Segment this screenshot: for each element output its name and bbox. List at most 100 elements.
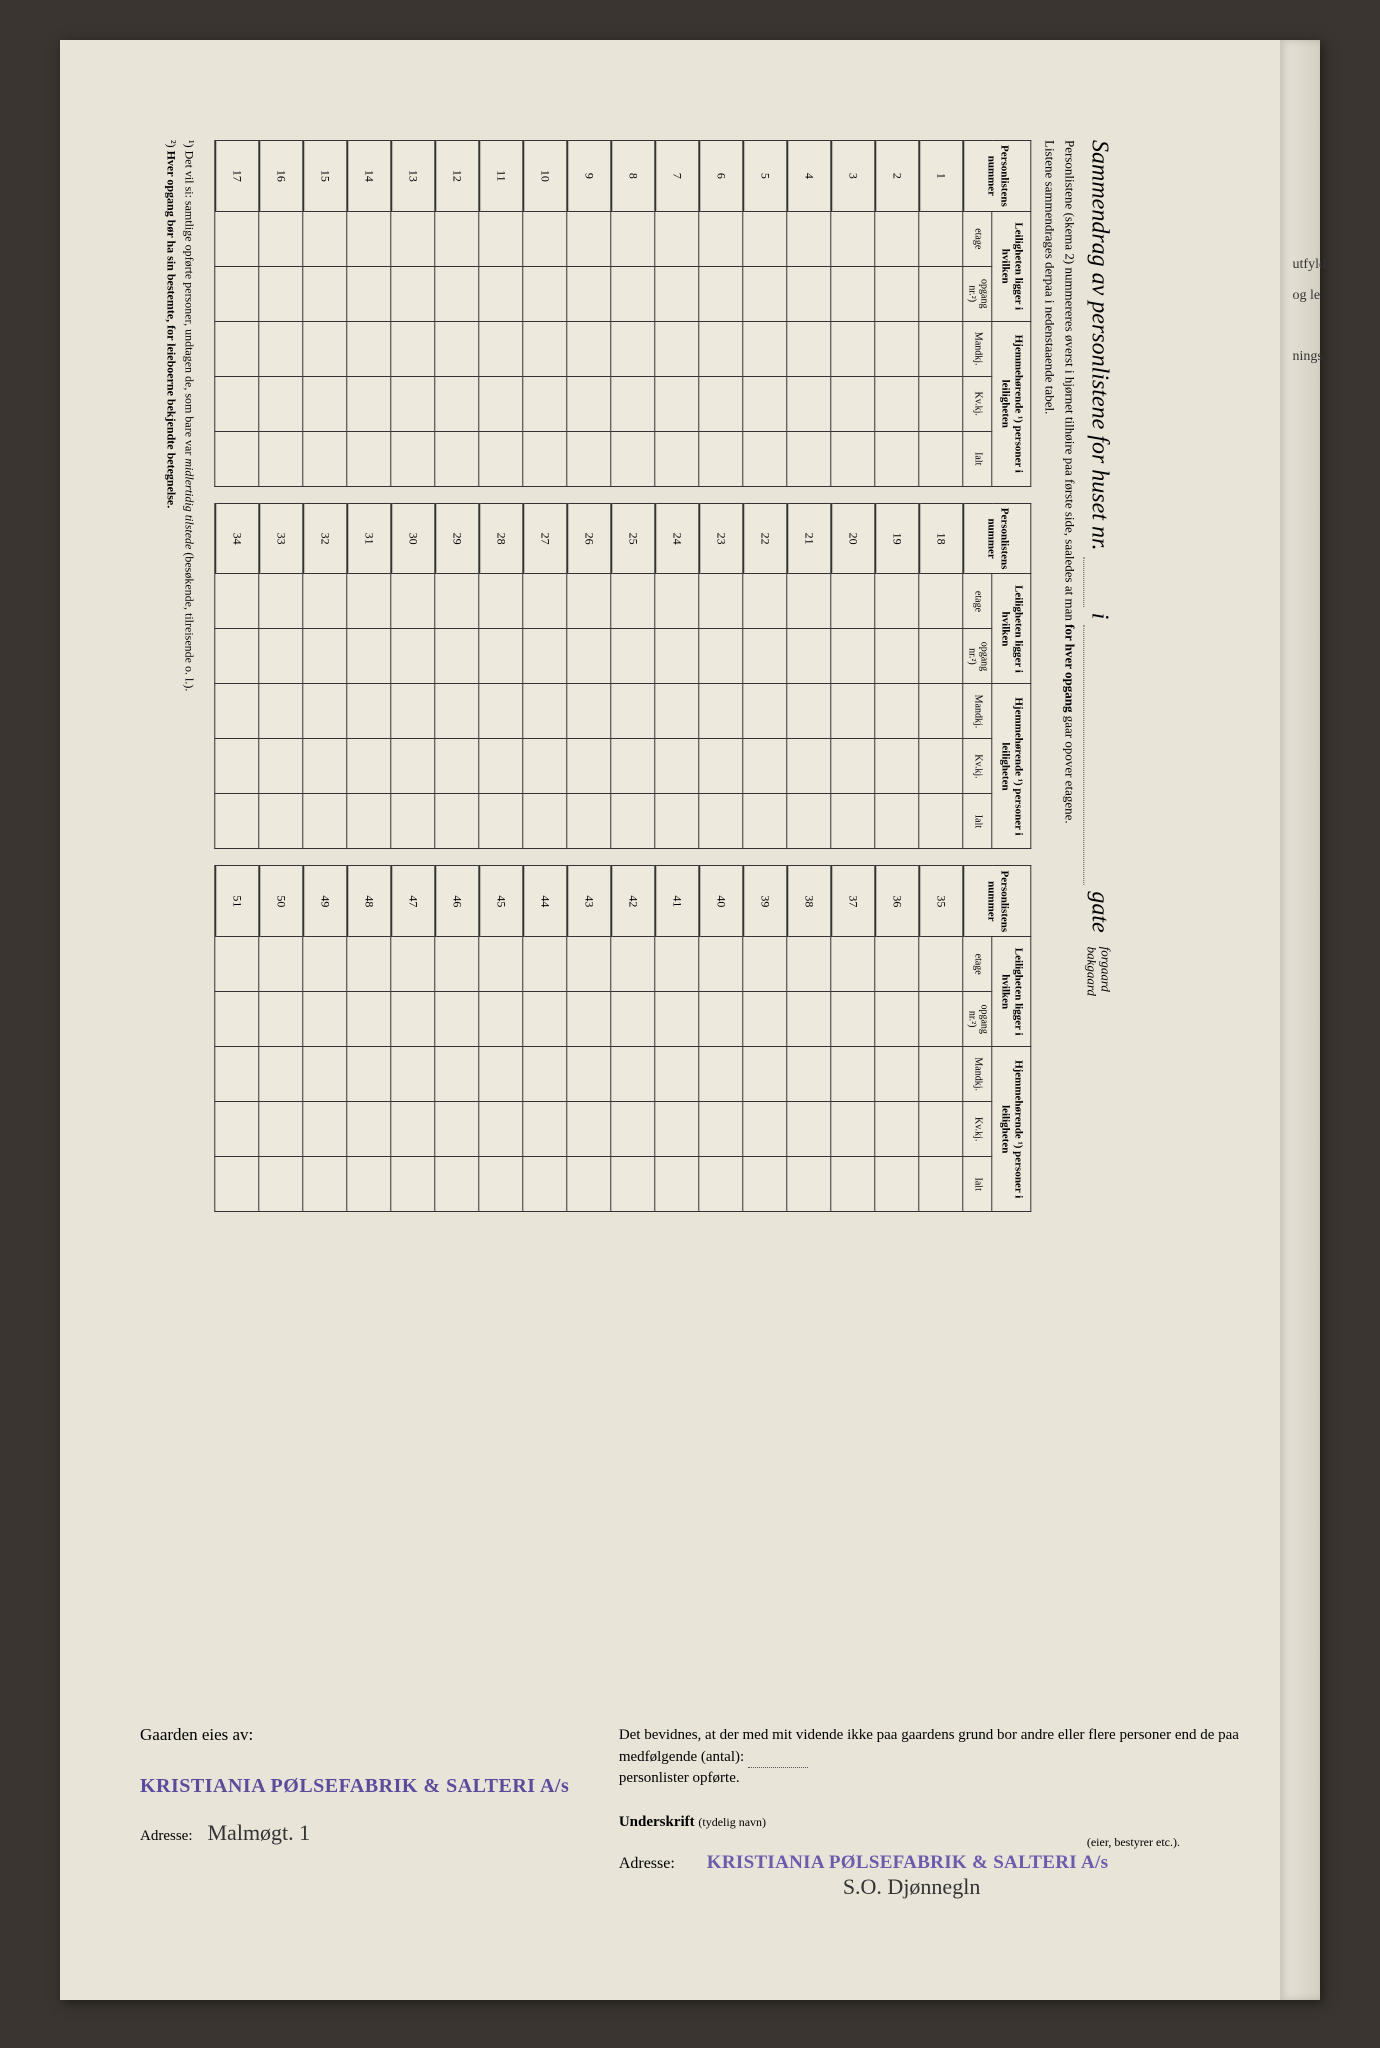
sub-kvkj: Kv.kj. — [963, 376, 992, 431]
underskrift-bold: Underskrift — [619, 1814, 695, 1830]
row-number: 39 — [743, 866, 787, 937]
sub-opgang: opgang nr.²) — [963, 629, 992, 684]
row-number: 42 — [611, 866, 655, 937]
cell-opgang — [435, 629, 479, 684]
cell-kvkj — [655, 376, 699, 431]
row-number: 43 — [567, 866, 611, 937]
cell-etage — [787, 211, 831, 266]
table-row: 51 — [215, 866, 259, 1212]
cell-mandkj — [347, 684, 391, 739]
table-row: 47 — [391, 866, 435, 1212]
table-row: 32 — [303, 503, 347, 849]
sub-ialt: Ialt — [963, 1157, 992, 1212]
cell-mandkj — [347, 1047, 391, 1102]
col-personlistens: Personlistens nummer — [963, 141, 1031, 212]
cell-etage — [655, 937, 699, 992]
cell-opgang — [875, 992, 919, 1047]
cell-kvkj — [787, 376, 831, 431]
row-number: 5 — [743, 141, 787, 212]
cell-mandkj — [391, 321, 435, 376]
cell-kvkj — [875, 376, 919, 431]
table-row: 48 — [347, 866, 391, 1212]
cell-ialt — [215, 794, 259, 849]
row-number: 28 — [479, 503, 523, 574]
cell-mandkj — [347, 321, 391, 376]
cell-ialt — [479, 1157, 523, 1212]
fn1-em: midlertidig tilstede — [182, 458, 196, 549]
row-number: 10 — [523, 141, 567, 212]
affidavit-text: Det bevidnes, at der med mit vidende ikk… — [619, 1725, 1280, 1790]
cell-kvkj — [215, 376, 259, 431]
cell-etage — [919, 211, 963, 266]
cell-opgang — [567, 629, 611, 684]
census-table-block: Personlistens nummerLeiligheten ligger i… — [214, 140, 1032, 487]
cell-mandkj — [567, 1047, 611, 1102]
cell-mandkj — [699, 684, 743, 739]
cell-mandkj — [831, 684, 875, 739]
cell-kvkj — [875, 739, 919, 794]
cell-kvkj — [303, 1102, 347, 1157]
footnote-2: ²) Hver opgang bør ha sin bestemte, for … — [163, 140, 178, 1690]
cell-etage — [347, 211, 391, 266]
sub-mandkj: Mandkj. — [963, 321, 992, 376]
row-number: 37 — [831, 866, 875, 937]
cell-ialt — [303, 431, 347, 486]
owner-block: Gaarden eies av: KRISTIANIA PØLSEFABRIK … — [140, 1725, 573, 1900]
cell-opgang — [699, 629, 743, 684]
row-number: 8 — [611, 141, 655, 212]
table-row: 5 — [743, 141, 787, 487]
cell-mandkj — [259, 1047, 303, 1102]
table-row: 1 — [919, 141, 963, 487]
cell-opgang — [919, 992, 963, 1047]
cell-ialt — [743, 1157, 787, 1212]
cell-etage — [567, 937, 611, 992]
cell-mandkj — [699, 321, 743, 376]
cell-ialt — [655, 1157, 699, 1212]
signer-stamp: KRISTIANIA PØLSEFABRIK & SALTERI A/s — [707, 1852, 1108, 1873]
col-leiligheten: Leiligheten ligger i hvilken — [992, 211, 1031, 321]
affidavit-post: personlister opførte. — [619, 1770, 740, 1786]
cell-kvkj — [391, 739, 435, 794]
instr1-suf: gaar opover etagene. — [1063, 716, 1078, 824]
cell-kvkj — [435, 376, 479, 431]
cell-opgang — [347, 992, 391, 1047]
cell-etage — [919, 574, 963, 629]
row-number: 25 — [611, 503, 655, 574]
cell-opgang — [611, 629, 655, 684]
bottom-row: Gaarden eies av: KRISTIANIA PØLSEFABRIK … — [140, 1725, 1280, 1900]
footnotes: ¹) Det vil si: samtlige opførte personer… — [163, 140, 196, 1690]
row-number: 36 — [875, 866, 919, 937]
row-number: 33 — [259, 503, 303, 574]
cell-etage — [875, 211, 919, 266]
table-row: 6 — [699, 141, 743, 487]
cell-kvkj — [699, 1102, 743, 1157]
table-row: 20 — [831, 503, 875, 849]
cell-etage — [303, 574, 347, 629]
table-row: 12 — [435, 141, 479, 487]
cell-etage — [787, 574, 831, 629]
cell-mandkj — [215, 684, 259, 739]
cell-kvkj — [523, 739, 567, 794]
cell-ialt — [787, 1157, 831, 1212]
cell-kvkj — [259, 376, 303, 431]
rotated-form-content: Sammendrag av personlistene for huset nr… — [160, 140, 1112, 1690]
cell-kvkj — [611, 376, 655, 431]
cell-ialt — [787, 431, 831, 486]
row-number: 22 — [743, 503, 787, 574]
row-number: 51 — [215, 866, 259, 937]
cell-kvkj — [567, 1102, 611, 1157]
blank-housenr — [1084, 557, 1085, 607]
row-number: 2 — [875, 141, 919, 212]
row-number: 19 — [875, 503, 919, 574]
row-number: 26 — [567, 503, 611, 574]
cell-kvkj — [787, 739, 831, 794]
cell-mandkj — [523, 1047, 567, 1102]
bottom-section: Gaarden eies av: KRISTIANIA PØLSEFABRIK … — [140, 1725, 1280, 1900]
sub-etage: etage — [963, 574, 992, 629]
col-hjemme: Hjemmehørende ¹) personer i leiligheten — [992, 1047, 1031, 1212]
row-number: 1 — [919, 141, 963, 212]
cell-etage — [743, 937, 787, 992]
cell-mandkj — [567, 684, 611, 739]
cell-kvkj — [743, 739, 787, 794]
cell-opgang — [567, 266, 611, 321]
